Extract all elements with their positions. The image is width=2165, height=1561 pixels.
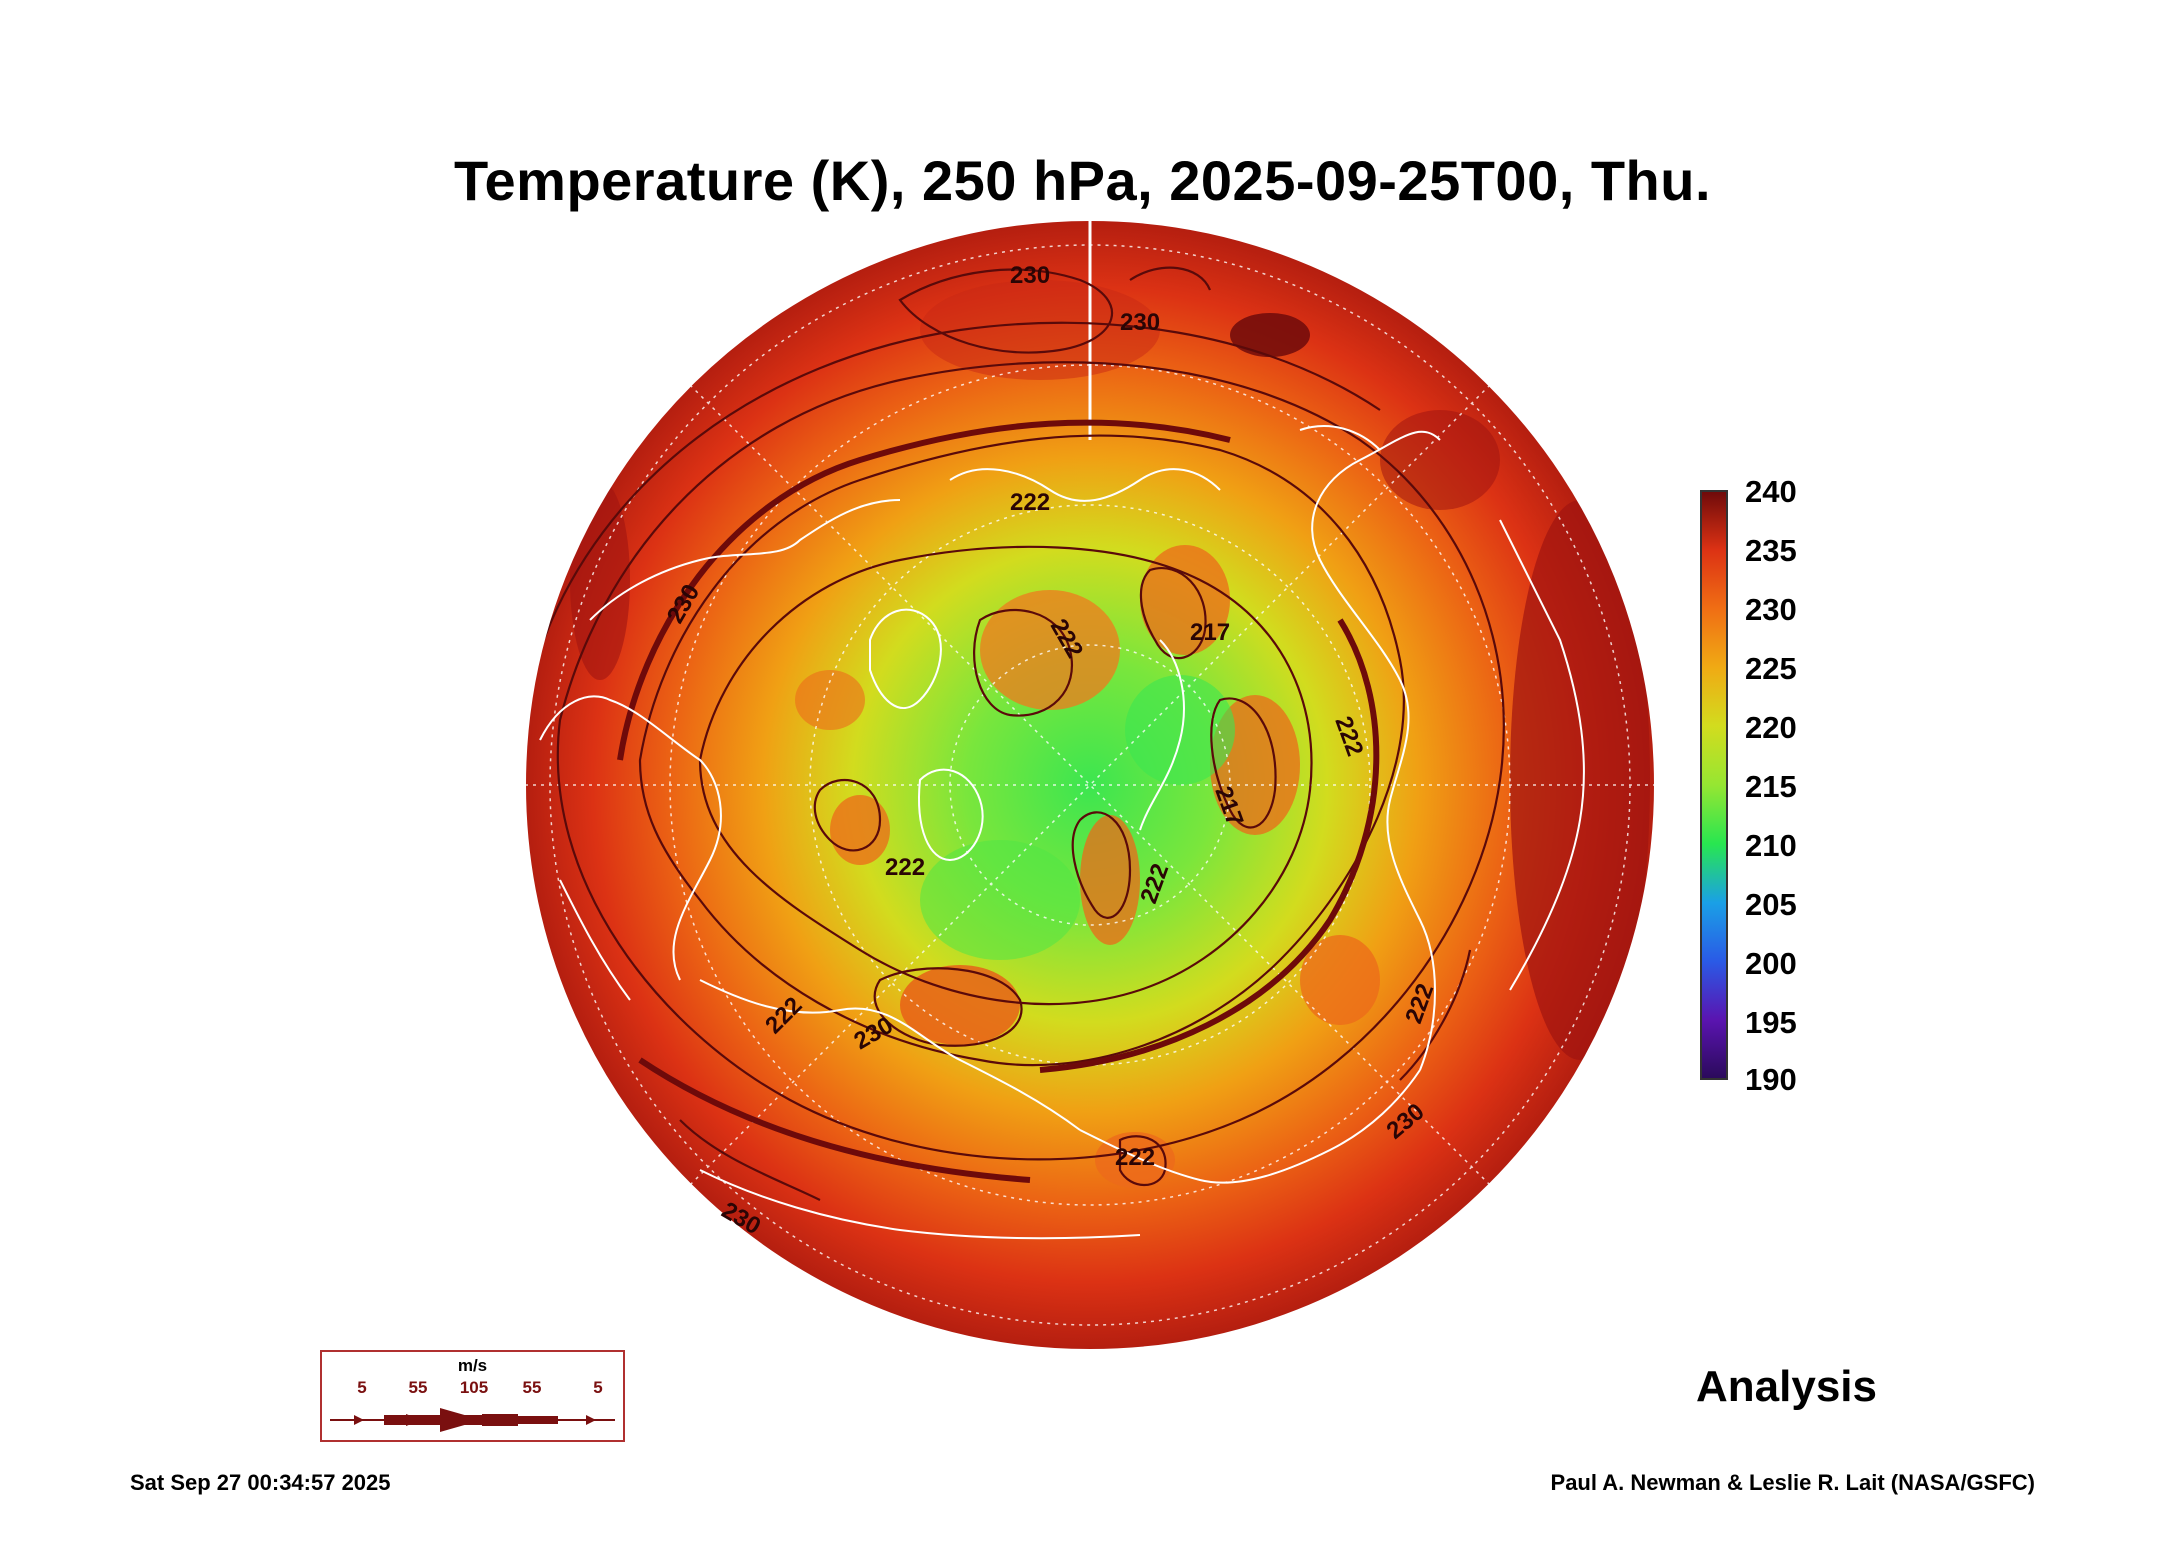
warm-edge — [1510, 500, 1650, 1060]
colorbar-tick-label: 240 — [1745, 474, 1797, 509]
cool-patch — [920, 840, 1080, 960]
warm-patch — [830, 795, 890, 865]
contour-label: 222 — [1115, 1144, 1155, 1171]
colorbar-tick-label: 205 — [1745, 887, 1797, 922]
jet-stream-streamlines — [617, 419, 1380, 1183]
wind-speed-legend: m/s 5 55 105 55 5 — [320, 1350, 625, 1442]
colorbar-tick-label: 200 — [1745, 946, 1797, 981]
wind-legend-value: 55 — [522, 1378, 542, 1397]
contour-label: 217 — [1190, 619, 1230, 646]
wind-legend-value: 105 — [459, 1378, 489, 1397]
contour-label: 230 — [1010, 262, 1050, 289]
temperature-contours — [538, 266, 1505, 1201]
map-overlays — [525, 220, 1655, 1326]
colorbar-tick-label: 220 — [1745, 710, 1797, 745]
colorbar-tick-label: 210 — [1745, 828, 1797, 863]
warm-patch — [1080, 815, 1140, 945]
contour-label: 222 — [1010, 489, 1050, 516]
map-title: Temperature (K), 250 hPa, 2025-09-25T00,… — [453, 149, 1712, 212]
warm-edge — [1230, 313, 1310, 357]
colorbar-tick-label: 235 — [1745, 533, 1797, 568]
warm-patch — [980, 590, 1120, 710]
contour-label: 230 — [1120, 309, 1160, 336]
colorbar-tick-label: 190 — [1745, 1062, 1797, 1097]
colorbar-tick-label: 230 — [1745, 592, 1797, 627]
warm-patch — [900, 965, 1020, 1045]
colorbar-gradient — [1701, 491, 1727, 1079]
colorbar-tick-label: 215 — [1745, 769, 1797, 804]
cool-patch — [1125, 675, 1235, 785]
warm-edge — [1380, 410, 1500, 510]
wind-arrow-icon — [330, 1408, 615, 1432]
warm-patch — [1140, 545, 1230, 655]
warm-patch — [1300, 935, 1380, 1025]
timestamp: Sat Sep 27 00:34:57 2025 — [130, 1470, 391, 1495]
wind-legend-value: 5 — [357, 1378, 367, 1397]
credit-line: Paul A. Newman & Leslie R. Lait (NASA/GS… — [1550, 1470, 2035, 1495]
wind-legend-value: 5 — [593, 1378, 603, 1397]
analysis-label: Analysis — [1696, 1362, 1877, 1411]
warm-edge — [920, 280, 1160, 380]
warm-patch — [795, 670, 865, 730]
colorbar-tick-label: 195 — [1745, 1005, 1797, 1040]
temperature-field — [525, 220, 1655, 1350]
coastlines — [539, 425, 1585, 1240]
colorbar-tick-label: 225 — [1745, 651, 1797, 686]
wind-units-label: m/s — [457, 1356, 488, 1375]
wind-legend-value: 55 — [408, 1378, 428, 1397]
globe-outline — [524, 219, 1656, 1351]
contour-label: 222 — [885, 854, 925, 881]
colorbar — [1700, 490, 1728, 1080]
